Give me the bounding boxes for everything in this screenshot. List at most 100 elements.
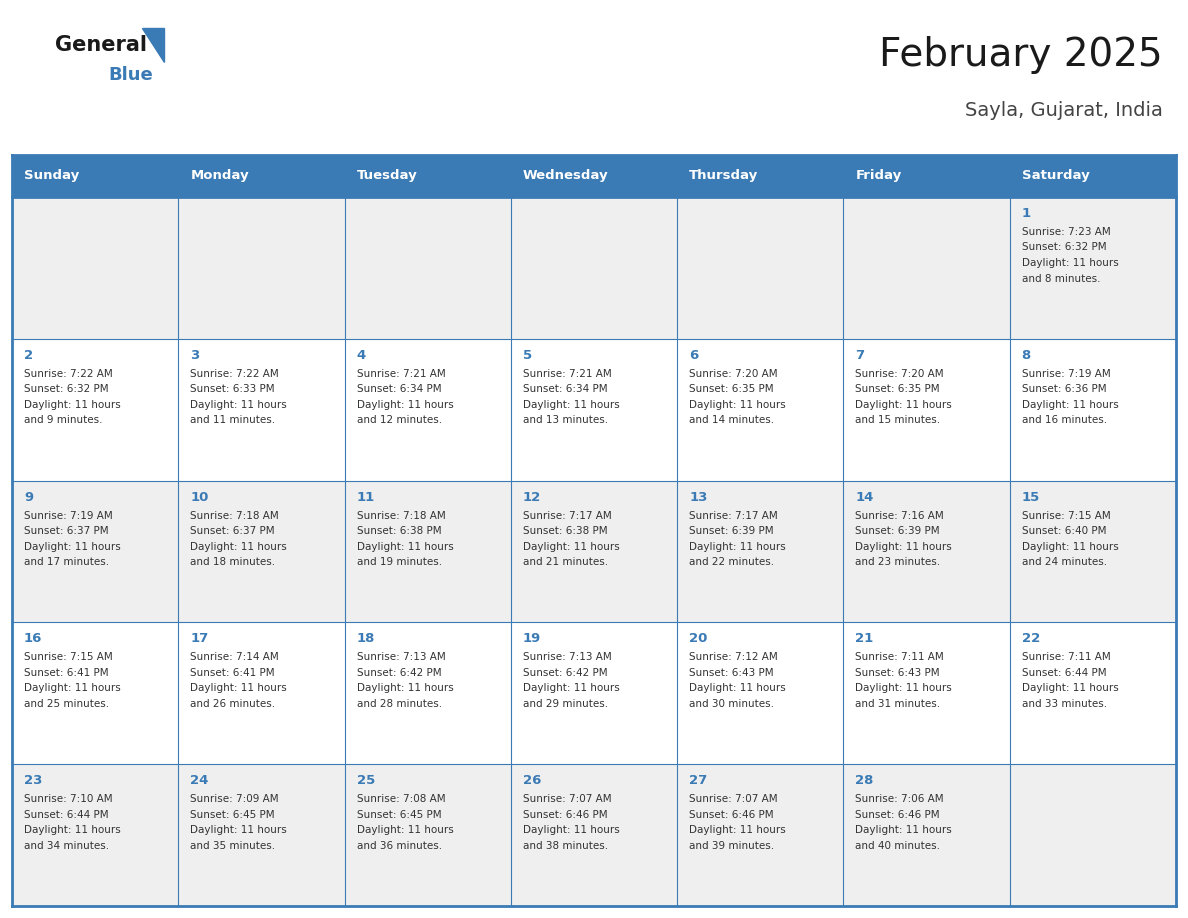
Bar bbox=[178, 622, 345, 764]
Text: and 39 minutes.: and 39 minutes. bbox=[689, 841, 775, 851]
Bar bbox=[677, 764, 843, 906]
Text: Daylight: 11 hours: Daylight: 11 hours bbox=[855, 825, 952, 835]
Text: Saturday: Saturday bbox=[1022, 170, 1089, 183]
Text: 12: 12 bbox=[523, 490, 541, 504]
Text: 7: 7 bbox=[855, 349, 865, 362]
Text: Wednesday: Wednesday bbox=[523, 170, 608, 183]
Bar bbox=[178, 155, 345, 197]
Text: Sunset: 6:35 PM: Sunset: 6:35 PM bbox=[689, 385, 773, 395]
Text: 2: 2 bbox=[24, 349, 33, 362]
Text: and 31 minutes.: and 31 minutes. bbox=[855, 699, 941, 709]
Text: and 13 minutes.: and 13 minutes. bbox=[523, 415, 608, 425]
Text: Sunset: 6:36 PM: Sunset: 6:36 PM bbox=[1022, 385, 1106, 395]
Text: Daylight: 11 hours: Daylight: 11 hours bbox=[190, 825, 287, 835]
Text: Daylight: 11 hours: Daylight: 11 hours bbox=[356, 400, 454, 409]
Text: Sunset: 6:40 PM: Sunset: 6:40 PM bbox=[1022, 526, 1106, 536]
Text: 28: 28 bbox=[855, 774, 874, 788]
Bar bbox=[345, 155, 511, 197]
Text: Sunset: 6:34 PM: Sunset: 6:34 PM bbox=[356, 385, 441, 395]
Text: Sunrise: 7:17 AM: Sunrise: 7:17 AM bbox=[523, 510, 612, 521]
Text: and 9 minutes.: and 9 minutes. bbox=[24, 415, 102, 425]
Text: Sunrise: 7:18 AM: Sunrise: 7:18 AM bbox=[356, 510, 446, 521]
Text: 4: 4 bbox=[356, 349, 366, 362]
Text: and 33 minutes.: and 33 minutes. bbox=[1022, 699, 1107, 709]
Text: Sunset: 6:38 PM: Sunset: 6:38 PM bbox=[523, 526, 607, 536]
Text: Sunrise: 7:10 AM: Sunrise: 7:10 AM bbox=[24, 794, 113, 804]
Text: Daylight: 11 hours: Daylight: 11 hours bbox=[24, 400, 121, 409]
Bar bbox=[345, 197, 511, 339]
Text: 9: 9 bbox=[24, 490, 33, 504]
Text: and 36 minutes.: and 36 minutes. bbox=[356, 841, 442, 851]
Text: Sunrise: 7:15 AM: Sunrise: 7:15 AM bbox=[1022, 510, 1111, 521]
Text: and 29 minutes.: and 29 minutes. bbox=[523, 699, 608, 709]
Text: Sunrise: 7:19 AM: Sunrise: 7:19 AM bbox=[1022, 369, 1111, 379]
Text: Daylight: 11 hours: Daylight: 11 hours bbox=[689, 400, 786, 409]
Text: Sunrise: 7:21 AM: Sunrise: 7:21 AM bbox=[356, 369, 446, 379]
Text: 6: 6 bbox=[689, 349, 699, 362]
Text: Daylight: 11 hours: Daylight: 11 hours bbox=[24, 542, 121, 552]
Bar bbox=[843, 197, 1010, 339]
Text: 16: 16 bbox=[24, 633, 43, 645]
Text: Sunrise: 7:17 AM: Sunrise: 7:17 AM bbox=[689, 510, 778, 521]
Bar bbox=[178, 197, 345, 339]
Bar bbox=[511, 764, 677, 906]
Text: Daylight: 11 hours: Daylight: 11 hours bbox=[855, 542, 952, 552]
Text: Daylight: 11 hours: Daylight: 11 hours bbox=[689, 542, 786, 552]
Bar bbox=[1010, 764, 1176, 906]
Bar bbox=[345, 622, 511, 764]
Text: Sunrise: 7:07 AM: Sunrise: 7:07 AM bbox=[689, 794, 778, 804]
Text: and 30 minutes.: and 30 minutes. bbox=[689, 699, 775, 709]
Bar bbox=[843, 764, 1010, 906]
Text: Sunrise: 7:22 AM: Sunrise: 7:22 AM bbox=[24, 369, 113, 379]
Text: Daylight: 11 hours: Daylight: 11 hours bbox=[689, 825, 786, 835]
Text: Sunset: 6:41 PM: Sunset: 6:41 PM bbox=[24, 668, 108, 677]
Text: Sunrise: 7:21 AM: Sunrise: 7:21 AM bbox=[523, 369, 612, 379]
Text: 8: 8 bbox=[1022, 349, 1031, 362]
Text: Sunset: 6:33 PM: Sunset: 6:33 PM bbox=[190, 385, 274, 395]
Text: Sunrise: 7:12 AM: Sunrise: 7:12 AM bbox=[689, 653, 778, 663]
Text: Sunrise: 7:13 AM: Sunrise: 7:13 AM bbox=[356, 653, 446, 663]
Text: Daylight: 11 hours: Daylight: 11 hours bbox=[523, 542, 620, 552]
Bar bbox=[1010, 339, 1176, 481]
Text: Sunrise: 7:18 AM: Sunrise: 7:18 AM bbox=[190, 510, 279, 521]
Bar bbox=[843, 155, 1010, 197]
Text: Sunrise: 7:19 AM: Sunrise: 7:19 AM bbox=[24, 510, 113, 521]
Text: and 15 minutes.: and 15 minutes. bbox=[855, 415, 941, 425]
Text: Sunrise: 7:11 AM: Sunrise: 7:11 AM bbox=[855, 653, 944, 663]
Bar bbox=[1010, 481, 1176, 622]
Text: and 38 minutes.: and 38 minutes. bbox=[523, 841, 608, 851]
Bar bbox=[511, 481, 677, 622]
Text: 15: 15 bbox=[1022, 490, 1040, 504]
Text: and 23 minutes.: and 23 minutes. bbox=[855, 557, 941, 567]
Text: Sunrise: 7:20 AM: Sunrise: 7:20 AM bbox=[855, 369, 944, 379]
Text: Sunset: 6:46 PM: Sunset: 6:46 PM bbox=[689, 810, 773, 820]
Text: and 25 minutes.: and 25 minutes. bbox=[24, 699, 109, 709]
Text: 1: 1 bbox=[1022, 207, 1031, 220]
Bar bbox=[511, 339, 677, 481]
Text: and 12 minutes.: and 12 minutes. bbox=[356, 415, 442, 425]
Text: and 34 minutes.: and 34 minutes. bbox=[24, 841, 109, 851]
Text: Daylight: 11 hours: Daylight: 11 hours bbox=[190, 683, 287, 693]
Text: Daylight: 11 hours: Daylight: 11 hours bbox=[190, 400, 287, 409]
Text: and 17 minutes.: and 17 minutes. bbox=[24, 557, 109, 567]
Bar bbox=[178, 481, 345, 622]
Text: February 2025: February 2025 bbox=[879, 36, 1163, 74]
Text: and 11 minutes.: and 11 minutes. bbox=[190, 415, 276, 425]
Bar bbox=[178, 339, 345, 481]
Text: and 14 minutes.: and 14 minutes. bbox=[689, 415, 775, 425]
Text: Sunset: 6:46 PM: Sunset: 6:46 PM bbox=[855, 810, 940, 820]
Text: Sunset: 6:45 PM: Sunset: 6:45 PM bbox=[356, 810, 441, 820]
Text: Sunset: 6:44 PM: Sunset: 6:44 PM bbox=[24, 810, 108, 820]
Text: Daylight: 11 hours: Daylight: 11 hours bbox=[855, 400, 952, 409]
Text: 25: 25 bbox=[356, 774, 375, 788]
Text: Daylight: 11 hours: Daylight: 11 hours bbox=[1022, 258, 1118, 268]
Text: Sunrise: 7:16 AM: Sunrise: 7:16 AM bbox=[855, 510, 944, 521]
Text: 10: 10 bbox=[190, 490, 209, 504]
Text: 14: 14 bbox=[855, 490, 874, 504]
Bar bbox=[677, 197, 843, 339]
Text: Sunrise: 7:11 AM: Sunrise: 7:11 AM bbox=[1022, 653, 1111, 663]
Text: Tuesday: Tuesday bbox=[356, 170, 417, 183]
Bar bbox=[843, 622, 1010, 764]
Text: Sunset: 6:42 PM: Sunset: 6:42 PM bbox=[356, 668, 441, 677]
Text: Daylight: 11 hours: Daylight: 11 hours bbox=[523, 683, 620, 693]
